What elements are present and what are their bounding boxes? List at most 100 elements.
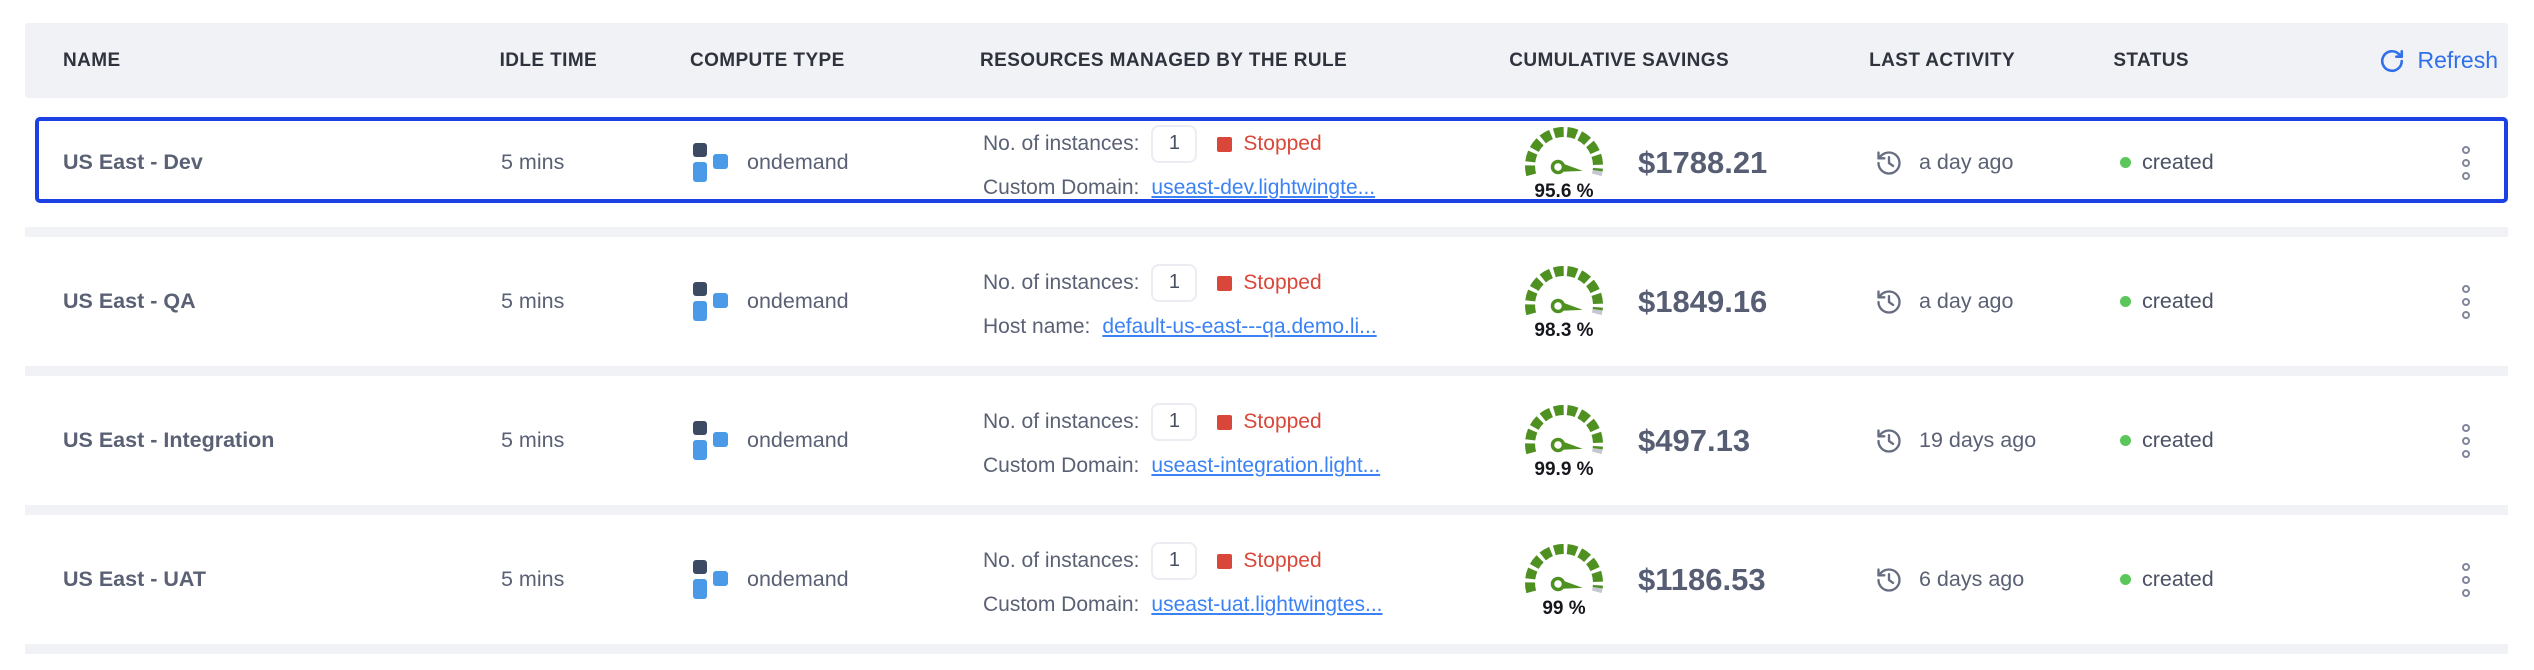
savings-gauge: 99.9 %	[1514, 400, 1614, 481]
row-separator	[25, 227, 2508, 237]
refresh-button[interactable]: Refresh	[2379, 47, 2498, 74]
savings-gauge: 95.6 %	[1514, 122, 1614, 203]
instance-count-badge: 1	[1151, 125, 1198, 163]
status-dot-icon	[2120, 157, 2131, 168]
idle-time-value: 5 mins	[501, 428, 565, 452]
idle-time-value: 5 mins	[501, 150, 565, 174]
kebab-dot	[2462, 436, 2470, 445]
status-value: created	[2142, 428, 2214, 452]
instance-state: Stopped	[1243, 410, 1322, 433]
savings-percent: 95.6 %	[1534, 181, 1594, 202]
table-row[interactable]: US East - Integration 5 mins ondemand No…	[25, 376, 2508, 505]
rule-name: US East - QA	[63, 289, 196, 313]
status-dot-icon	[2120, 574, 2131, 585]
column-header-compute-type: COMPUTE TYPE	[689, 49, 845, 71]
savings-amount: $497.13	[1638, 422, 1751, 458]
rule-name: US East - Dev	[63, 150, 203, 174]
compute-blocks-icon	[692, 142, 729, 183]
history-clock-icon	[1875, 566, 1903, 594]
table-row[interactable]: US East - Dev 5 mins ondemand No. of ins…	[25, 98, 2508, 227]
column-header-last-activity: LAST ACTIVITY	[1869, 49, 2016, 71]
savings-amount: $1788.21	[1638, 144, 1768, 180]
history-clock-icon	[1875, 288, 1903, 316]
column-header-idle-time: IDLE TIME	[499, 49, 598, 71]
row-separator	[25, 505, 2508, 515]
kebab-dot	[2462, 575, 2470, 584]
kebab-dot	[2462, 449, 2470, 458]
rules-table: NAME IDLE TIME COMPUTE TYPE RESOURCES MA…	[25, 23, 2508, 654]
row-menu-button[interactable]	[2448, 136, 2484, 190]
status-dot-icon	[2120, 296, 2131, 307]
domain-label: Custom Domain:	[983, 454, 1140, 477]
idle-time-value: 5 mins	[501, 567, 565, 591]
row-separator	[25, 366, 2508, 376]
domain-label: Host name:	[983, 315, 1091, 338]
resource-link[interactable]: useast-uat.lightwingtes...	[1151, 593, 1383, 616]
table-header: NAME IDLE TIME COMPUTE TYPE RESOURCES MA…	[25, 23, 2508, 98]
kebab-dot	[2462, 297, 2470, 306]
history-clock-icon	[1875, 427, 1903, 455]
row-menu-button[interactable]	[2448, 414, 2484, 468]
status-value: created	[2142, 289, 2214, 313]
savings-amount: $1849.16	[1638, 283, 1768, 319]
instance-count-badge: 1	[1151, 264, 1198, 302]
idle-time-value: 5 mins	[501, 289, 565, 313]
compute-type-value: ondemand	[747, 428, 849, 452]
kebab-dot	[2462, 310, 2470, 319]
last-activity-value: 19 days ago	[1919, 428, 2037, 452]
savings-percent: 98.3 %	[1534, 320, 1594, 341]
kebab-dot	[2462, 562, 2470, 571]
savings-percent: 99.9 %	[1534, 459, 1594, 480]
instances-label: No. of instances:	[983, 410, 1140, 433]
rule-name: US East - Integration	[63, 428, 275, 452]
domain-label: Custom Domain:	[983, 176, 1140, 199]
kebab-dot	[2462, 158, 2470, 167]
instances-label: No. of instances:	[983, 271, 1140, 294]
instance-state: Stopped	[1243, 271, 1322, 294]
compute-blocks-icon	[692, 559, 729, 600]
compute-type-value: ondemand	[747, 289, 849, 313]
kebab-dot	[2462, 171, 2470, 180]
compute-type-value: ondemand	[747, 150, 849, 174]
last-activity-value: 6 days ago	[1919, 567, 2025, 591]
savings-gauge: 98.3 %	[1514, 261, 1614, 342]
status-value: created	[2142, 150, 2214, 174]
resource-link[interactable]: useast-dev.lightwingte...	[1151, 176, 1376, 199]
kebab-dot	[2462, 588, 2470, 597]
kebab-dot	[2462, 423, 2470, 432]
resource-link[interactable]: default-us-east---qa.demo.li...	[1102, 315, 1377, 338]
refresh-label: Refresh	[2417, 47, 2499, 73]
last-activity-value: a day ago	[1919, 150, 2014, 174]
savings-amount: $1186.53	[1638, 561, 1766, 597]
column-header-status: STATUS	[2113, 49, 2189, 71]
stopped-state-icon	[1217, 275, 1233, 291]
row-separator	[25, 644, 2508, 654]
instance-state: Stopped	[1243, 132, 1322, 155]
compute-type-value: ondemand	[747, 567, 849, 591]
stopped-state-icon	[1217, 136, 1233, 152]
last-activity-value: a day ago	[1919, 289, 2014, 313]
refresh-icon	[2379, 48, 2405, 74]
column-header-savings: CUMULATIVE SAVINGS	[1509, 49, 1730, 71]
resource-link[interactable]: useast-integration.light...	[1151, 454, 1381, 477]
instance-count-badge: 1	[1151, 403, 1198, 441]
savings-gauge: 99 %	[1514, 539, 1614, 620]
compute-blocks-icon	[692, 420, 729, 461]
instance-state: Stopped	[1243, 549, 1322, 572]
kebab-dot	[2462, 145, 2470, 154]
column-header-name: NAME	[63, 49, 121, 71]
stopped-state-icon	[1217, 553, 1233, 569]
stopped-state-icon	[1217, 414, 1233, 430]
row-menu-button[interactable]	[2448, 553, 2484, 607]
instances-label: No. of instances:	[983, 549, 1140, 572]
table-row[interactable]: US East - UAT 5 mins ondemand No. of ins…	[25, 515, 2508, 644]
row-menu-button[interactable]	[2448, 275, 2484, 329]
instances-label: No. of instances:	[983, 132, 1140, 155]
rule-name: US East - UAT	[63, 567, 206, 591]
column-header-resources: RESOURCES MANAGED BY THE RULE	[980, 49, 1348, 71]
history-clock-icon	[1875, 149, 1903, 177]
table-row[interactable]: US East - QA 5 mins ondemand No. of inst…	[25, 237, 2508, 366]
status-value: created	[2142, 567, 2214, 591]
table-body: US East - Dev 5 mins ondemand No. of ins…	[25, 98, 2508, 654]
domain-label: Custom Domain:	[983, 593, 1140, 616]
